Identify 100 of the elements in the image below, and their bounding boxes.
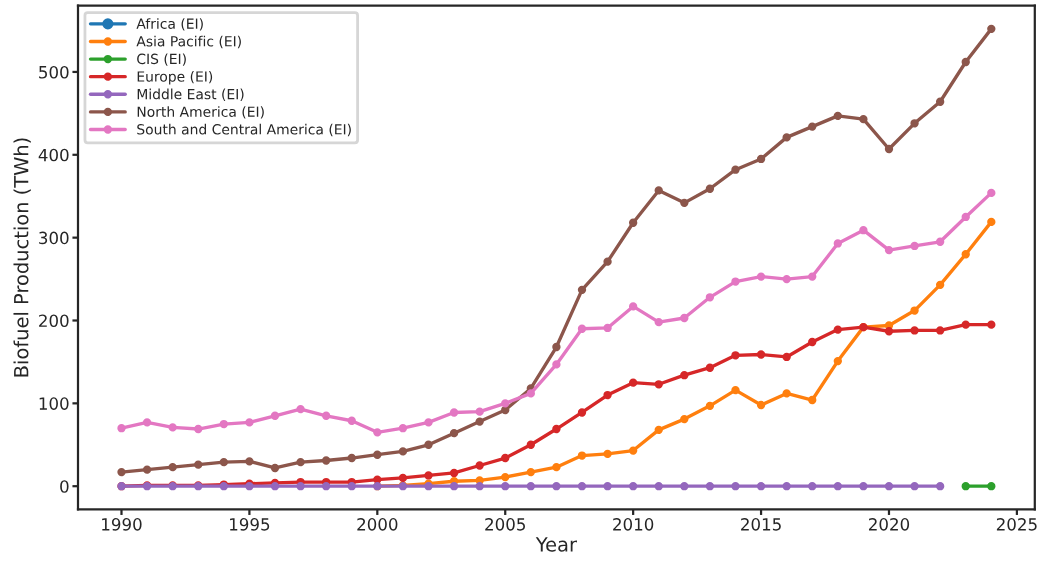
- point: [859, 226, 868, 235]
- y-tick-label: 100: [39, 397, 69, 410]
- point: [731, 351, 740, 360]
- point: [117, 467, 126, 477]
- point: [142, 418, 152, 427]
- point: [731, 385, 740, 395]
- x-tick-label: 2020: [868, 518, 910, 531]
- y-tick-label: 0: [60, 480, 69, 493]
- point: [373, 428, 382, 437]
- point: [296, 482, 305, 491]
- point: [501, 399, 510, 408]
- point: [756, 272, 766, 281]
- point: [987, 482, 996, 491]
- y-axis-title: Biofuel Production (TWh): [13, 138, 31, 377]
- point: [526, 482, 535, 491]
- point: [705, 401, 715, 410]
- point: [782, 389, 791, 398]
- point: [961, 482, 970, 491]
- point: [680, 371, 689, 380]
- point: [961, 250, 970, 259]
- point: [808, 395, 817, 405]
- point: [731, 277, 740, 286]
- point: [884, 144, 894, 154]
- point: [219, 419, 228, 429]
- point: [654, 482, 663, 491]
- point: [577, 451, 587, 460]
- point: [168, 462, 177, 472]
- x-tick-label: 1990: [102, 518, 142, 531]
- point: [654, 425, 663, 435]
- x-tick-label: 2025: [996, 518, 1037, 531]
- point: [552, 482, 561, 491]
- x-tick-label: 2015: [741, 518, 781, 531]
- point: [910, 326, 919, 335]
- point: [117, 424, 126, 433]
- x-tick-label: 2005: [485, 518, 525, 531]
- point: [501, 482, 510, 491]
- point: [910, 119, 919, 128]
- point: [705, 293, 715, 302]
- point: [833, 325, 842, 334]
- y-tick-label: 400: [38, 148, 69, 162]
- point: [654, 186, 663, 195]
- point: [705, 482, 715, 491]
- point: [782, 482, 791, 491]
- point: [782, 274, 791, 284]
- x-axis-title: Year: [535, 537, 577, 552]
- x-tick-label: 2000: [357, 518, 398, 531]
- point: [680, 414, 689, 424]
- point: [680, 198, 689, 208]
- point: [347, 453, 356, 463]
- point: [321, 411, 331, 420]
- point: [603, 482, 612, 491]
- point: [296, 458, 305, 467]
- point: [603, 257, 612, 266]
- point: [628, 302, 638, 311]
- point: [833, 356, 842, 366]
- point: [475, 461, 484, 470]
- point: [142, 465, 152, 474]
- point: [449, 408, 459, 417]
- point: [808, 122, 817, 131]
- point: [449, 482, 459, 491]
- point: [526, 440, 535, 449]
- point: [987, 217, 996, 227]
- point: [961, 212, 970, 222]
- point: [628, 482, 638, 491]
- point: [910, 241, 919, 251]
- point: [296, 404, 305, 414]
- point: [756, 350, 766, 359]
- point: [270, 411, 280, 420]
- point: [808, 482, 817, 491]
- point: [424, 418, 433, 427]
- point: [628, 218, 638, 227]
- y-tick-label: 500: [39, 65, 69, 79]
- point: [705, 184, 715, 193]
- point: [398, 447, 408, 456]
- point: [552, 342, 561, 352]
- point: [680, 482, 689, 491]
- point: [475, 407, 484, 416]
- point: [756, 400, 766, 410]
- point: [884, 482, 894, 491]
- point: [935, 280, 945, 290]
- point: [935, 97, 945, 106]
- point: [654, 380, 663, 389]
- y-tick-label: 200: [39, 314, 69, 328]
- point: [449, 468, 459, 478]
- point: [731, 482, 740, 491]
- point: [475, 417, 484, 426]
- point: [756, 482, 766, 491]
- point: [398, 424, 408, 433]
- point: [808, 272, 817, 281]
- point: [961, 320, 970, 329]
- point: [321, 456, 331, 465]
- point: [526, 389, 535, 398]
- point: [577, 408, 587, 417]
- point: [935, 237, 945, 246]
- point: [424, 471, 433, 480]
- point: [424, 440, 433, 449]
- point: [654, 317, 663, 327]
- x-tick-label: 2010: [613, 518, 654, 531]
- point: [321, 482, 331, 491]
- point: [270, 463, 280, 473]
